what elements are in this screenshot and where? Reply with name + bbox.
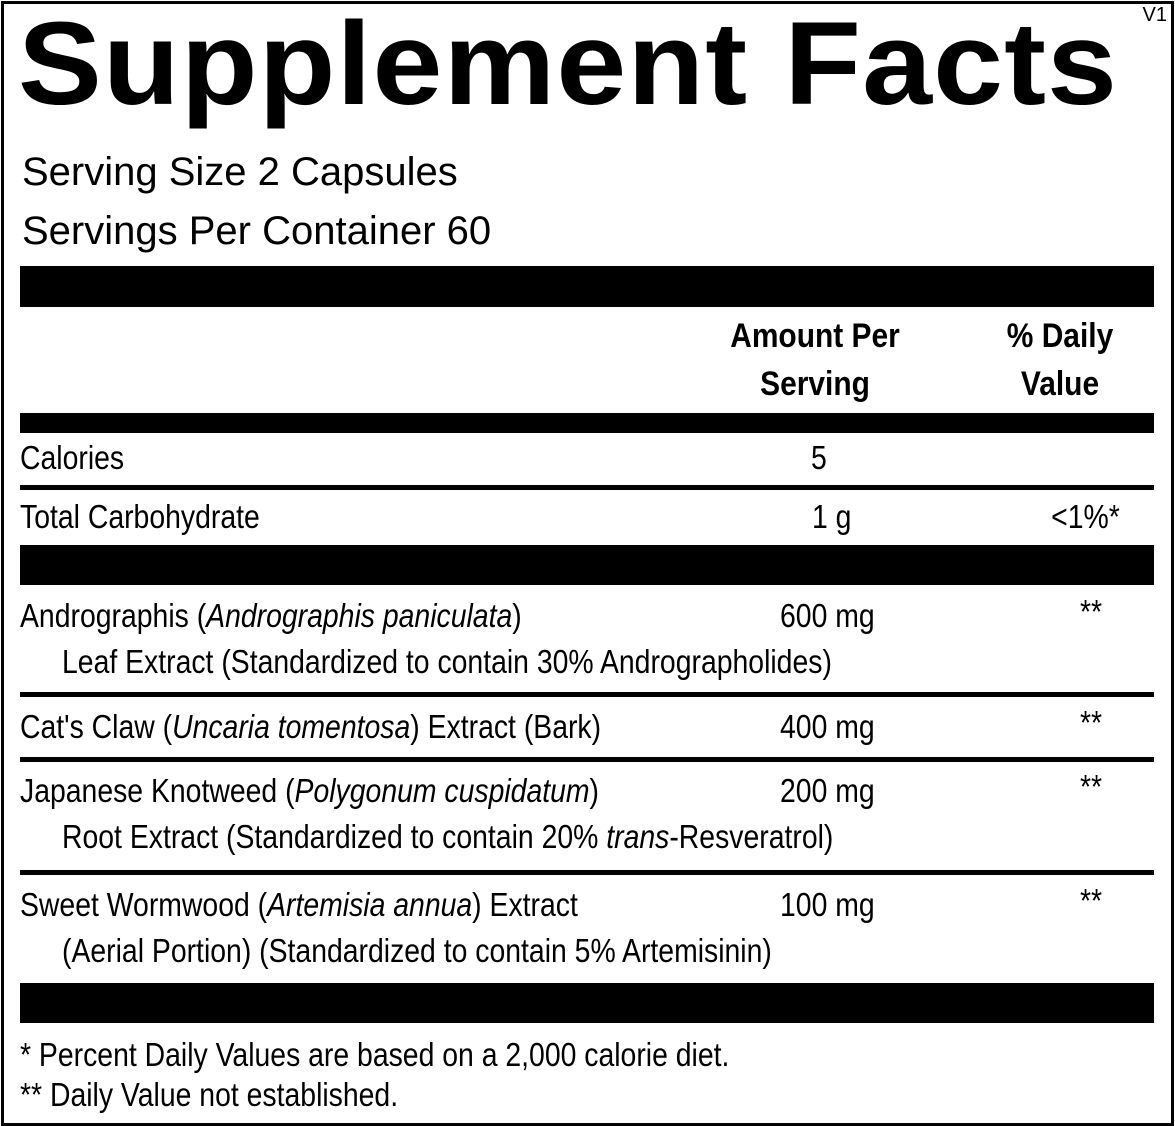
amount-header: Amount Per Serving <box>714 312 916 408</box>
ingredient-name: Cat's Claw (Uncaria tomentosa) Extract (… <box>20 708 602 745</box>
row-divider <box>20 870 1154 875</box>
row-divider <box>20 757 1154 762</box>
ingredient-detail: Leaf Extract (Standardized to contain 30… <box>62 643 832 680</box>
ingredient-amount: 400 mg <box>780 708 875 745</box>
dv-header: % Daily Value <box>972 312 1148 408</box>
serving-size: Serving Size 2 Capsules <box>22 150 458 194</box>
amount-header-line2: Serving <box>760 365 870 403</box>
ingredient-amount: 200 mg <box>780 772 875 809</box>
ingredient-detail: Root Extract (Standardized to contain 20… <box>62 818 834 855</box>
footnote: * Percent Daily Values are based on a 2,… <box>20 1036 730 1073</box>
ingredient-name: Andrographis (Andrographis paniculata) <box>20 597 522 634</box>
row-divider <box>20 485 1154 490</box>
nutrient-name: Total Carbohydrate <box>20 498 260 535</box>
ingredient-name: Sweet Wormwood (Artemisia annua) Extract <box>20 886 578 923</box>
thick-divider <box>20 545 1154 585</box>
row-divider <box>20 692 1154 697</box>
ingredient-dv: ** <box>1080 882 1103 919</box>
ingredient-dv: ** <box>1080 768 1103 805</box>
nutrient-dv: <1%* <box>1051 498 1120 535</box>
amount-header-line1: Amount Per <box>730 317 900 355</box>
ingredient-amount: 100 mg <box>780 886 875 923</box>
servings-per-container: Servings Per Container 60 <box>22 209 492 253</box>
ingredient-dv: ** <box>1080 593 1103 630</box>
thick-divider <box>20 266 1154 307</box>
ingredient-amount: 600 mg <box>780 597 875 634</box>
dv-header-line2: Value <box>1020 365 1100 403</box>
nutrient-amount: 5 <box>811 439 827 476</box>
ingredient-detail: (Aerial Portion) (Standardized to contai… <box>62 932 772 969</box>
version-label: V1 <box>1142 4 1167 26</box>
medium-divider <box>20 413 1154 433</box>
dv-header-line1: % Daily <box>1006 317 1114 355</box>
thick-divider <box>20 983 1154 1023</box>
ingredient-name: Japanese Knotweed (Polygonum cuspidatum) <box>20 772 600 809</box>
nutrient-name: Calories <box>20 439 125 476</box>
nutrient-amount: 1 g <box>812 498 852 535</box>
page-title: Supplement Facts <box>18 0 1118 130</box>
ingredient-dv: ** <box>1080 704 1103 741</box>
footnote: ** Daily Value not established. <box>20 1076 399 1113</box>
